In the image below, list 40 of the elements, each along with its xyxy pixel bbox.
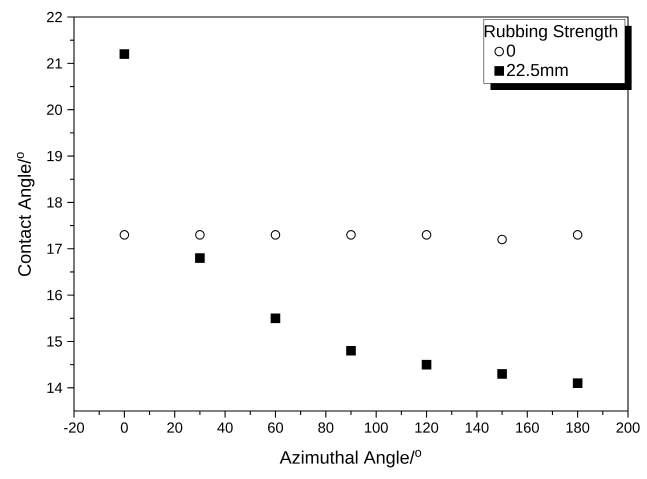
point xyxy=(572,378,582,388)
point xyxy=(270,230,280,240)
x-tick-label: 180 xyxy=(566,422,590,433)
y-tick-label: 14 xyxy=(47,382,62,393)
point xyxy=(120,230,130,240)
point xyxy=(422,230,432,240)
x-tick-label: 200 xyxy=(616,422,640,433)
point xyxy=(270,313,280,324)
y-tick-label: 17 xyxy=(47,244,62,254)
x-tick-label: 160 xyxy=(516,422,539,433)
x-tick-label: 20 xyxy=(167,422,182,433)
point xyxy=(346,346,356,356)
legend-title: Rubbing Strength xyxy=(484,24,618,41)
point xyxy=(572,230,582,240)
point xyxy=(497,234,507,244)
legend-label: 0 xyxy=(506,44,516,57)
x-tick-label: 100 xyxy=(365,422,388,433)
y-axis-title: Contact Angle/$^{o}$ xyxy=(17,152,34,276)
point xyxy=(497,369,507,379)
y-tick-label: 16 xyxy=(47,290,62,300)
x-tick-label: 80 xyxy=(318,422,334,433)
x-tick-label: 0 xyxy=(120,422,128,433)
y-tick-label: 22 xyxy=(47,12,62,22)
legend-label: 22.5mm xyxy=(507,64,568,76)
point xyxy=(195,230,205,240)
y-tick-label: 20 xyxy=(47,104,62,115)
point xyxy=(120,49,130,59)
point xyxy=(195,253,205,263)
y-tick-label: 18 xyxy=(47,197,62,208)
y-tick-label: 21 xyxy=(47,58,62,68)
x-tick-label: 140 xyxy=(466,422,489,433)
y-tick-label: 15 xyxy=(47,336,62,347)
y-tick-label: 19 xyxy=(47,150,62,162)
x-tick-label: 120 xyxy=(415,422,438,433)
x-axis-title: Azimuthal Angle/$^{o}$ xyxy=(280,450,422,468)
point xyxy=(422,360,432,370)
x-tick-label: 60 xyxy=(268,422,284,433)
x-tick-label: 40 xyxy=(217,422,233,433)
x-tick-label: -20 xyxy=(64,422,84,433)
point xyxy=(346,230,356,240)
